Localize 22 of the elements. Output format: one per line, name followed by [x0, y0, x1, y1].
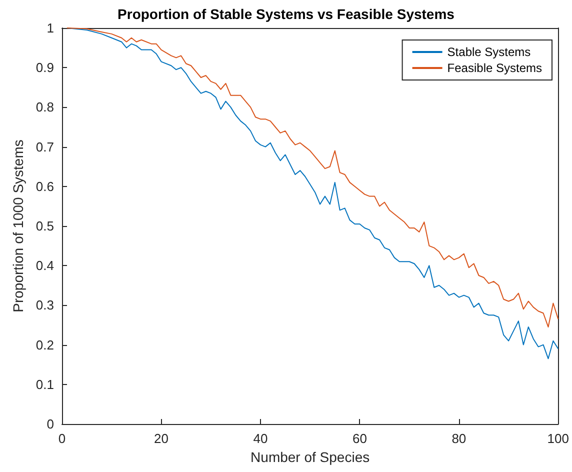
chart-title: Proportion of Stable Systems vs Feasible Systems — [118, 6, 455, 22]
y-tick-label: 0.4 — [36, 258, 54, 274]
y-tick-label: 0.7 — [36, 139, 54, 154]
x-tick-label: 40 — [253, 431, 268, 446]
y-tick-label: 0 — [46, 416, 54, 432]
y-tick-label: 0.5 — [36, 218, 54, 234]
x-tick-label: 100 — [547, 431, 570, 446]
x-tick-label: 20 — [154, 431, 168, 446]
x-tick-label: 0 — [58, 431, 66, 446]
y-tick-label: 0.6 — [36, 178, 54, 194]
x-tick-label: 60 — [352, 431, 367, 446]
y-tick-label: 0.2 — [36, 337, 54, 352]
x-tick-label: 80 — [452, 431, 466, 446]
y-tick-label: 0.8 — [36, 100, 54, 115]
y-tick-label: 0.9 — [36, 60, 54, 76]
legend-label: Feasible Systems — [447, 61, 542, 75]
y-axis-title: Proportion of 1000 Systems — [10, 140, 26, 312]
y-tick-label: 0.3 — [36, 298, 54, 313]
legend-label: Stable Systems — [447, 45, 531, 59]
y-tick-label: 0.1 — [36, 376, 54, 392]
x-axis-title: Number of Species — [250, 449, 370, 465]
y-tick-label: 1 — [46, 20, 54, 36]
